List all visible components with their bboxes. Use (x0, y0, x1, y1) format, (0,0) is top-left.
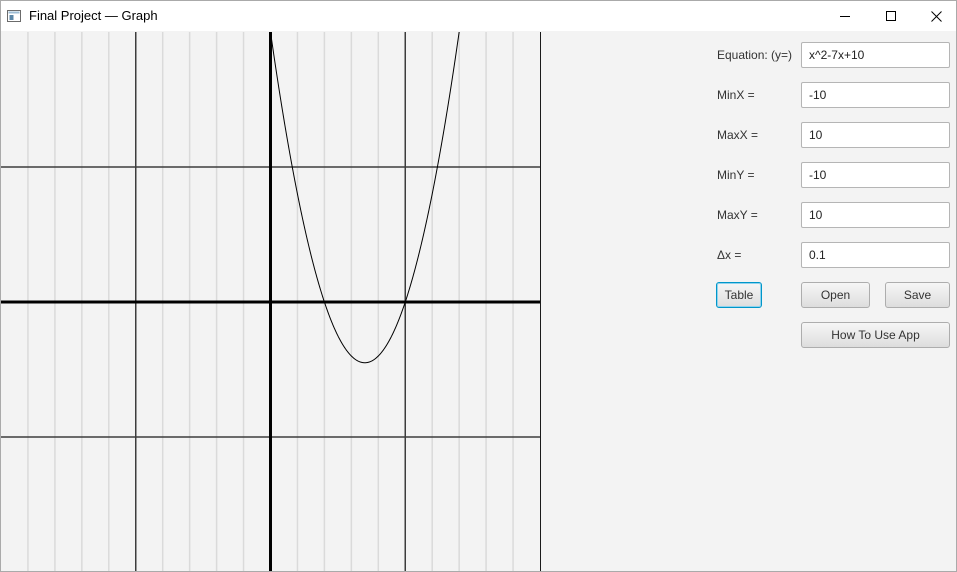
save-button[interactable]: Save (885, 282, 950, 308)
min-x-label: MinX = (717, 88, 755, 102)
graph-canvas[interactable] (1, 4, 540, 571)
delta-x-input[interactable] (801, 242, 950, 268)
close-icon (930, 10, 942, 22)
table-button[interactable]: Table (716, 282, 762, 308)
close-button[interactable] (913, 1, 956, 31)
how-to-use-button[interactable]: How To Use App (801, 322, 950, 348)
maximize-button[interactable] (868, 1, 914, 31)
app-icon (7, 9, 21, 22)
min-y-label: MinY = (717, 168, 755, 182)
min-x-input[interactable] (801, 82, 950, 108)
equation-input[interactable] (801, 42, 950, 68)
function-curve (266, 4, 464, 364)
graph-plot (1, 4, 540, 571)
window-title: Final Project — Graph (29, 8, 158, 23)
max-x-label: MaxX = (717, 128, 759, 142)
open-button[interactable]: Open (801, 282, 870, 308)
equation-label: Equation: (y=) (717, 48, 793, 62)
panel-divider (540, 32, 541, 571)
max-x-input[interactable] (801, 122, 950, 148)
title-bar[interactable]: Final Project — Graph (1, 1, 956, 31)
maximize-icon (886, 11, 896, 21)
max-y-input[interactable] (801, 202, 950, 228)
max-y-label: MaxY = (717, 208, 758, 222)
minimize-button[interactable] (822, 1, 868, 31)
delta-x-label: Δx = (717, 248, 742, 262)
axes (1, 32, 540, 571)
min-y-input[interactable] (801, 162, 950, 188)
minimize-icon (840, 16, 850, 17)
